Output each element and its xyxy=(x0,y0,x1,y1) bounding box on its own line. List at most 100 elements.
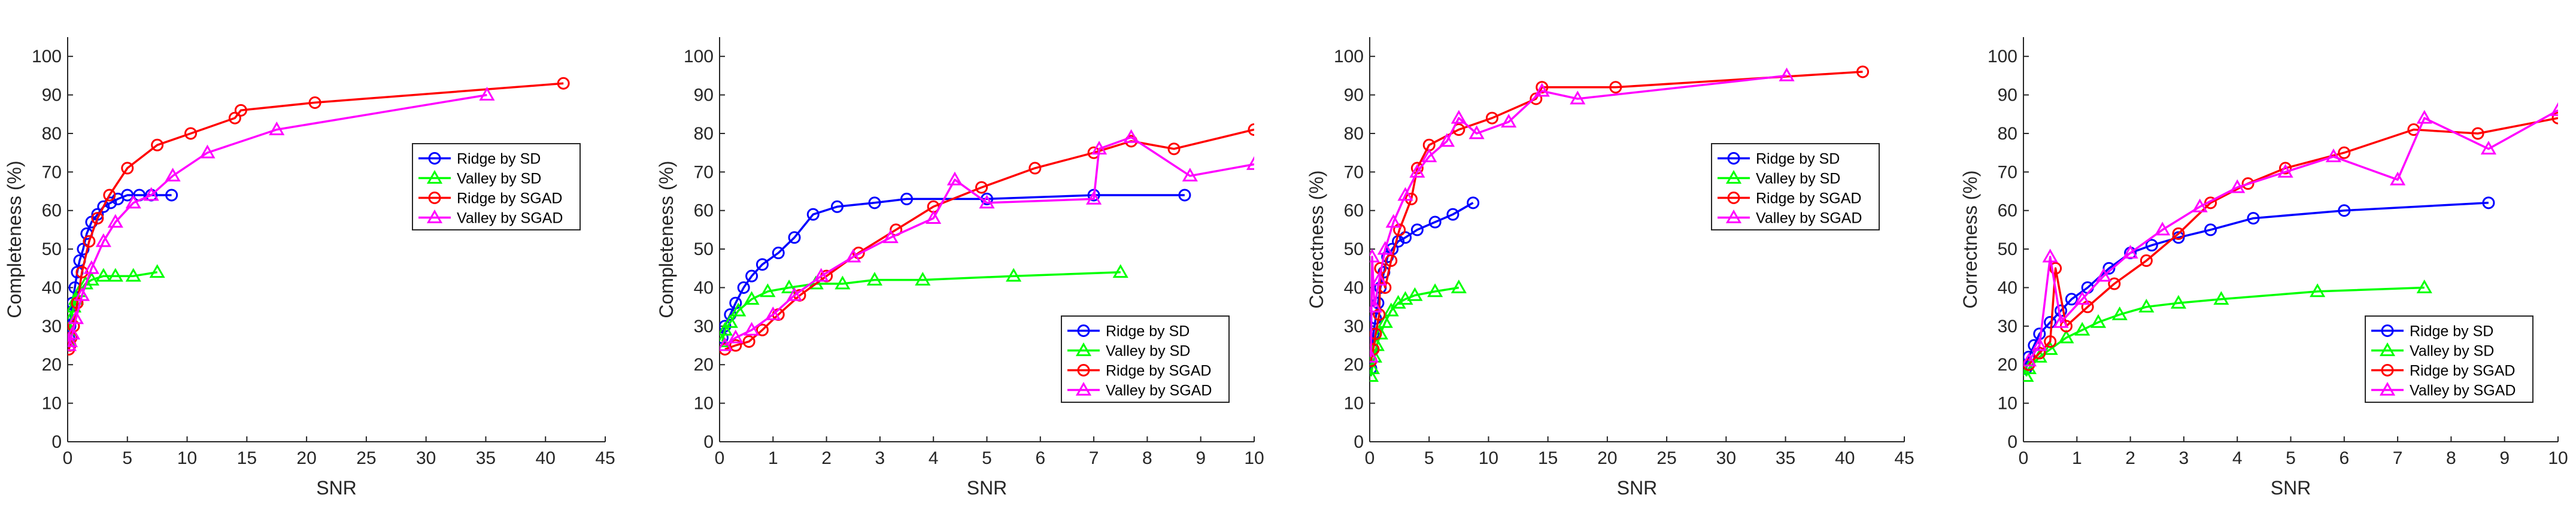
x-tick-label: 15 xyxy=(237,448,257,468)
y-tick-label: 30 xyxy=(694,317,714,336)
y-tick-label: 100 xyxy=(32,47,62,66)
data-point-ridge-by-sd xyxy=(2204,223,2217,236)
chart-panel-3: 0 5 10 15 20 25 30 35 40 45 0 10 20 30 40 50 60 70 80 90 100… xyxy=(1306,37,1914,499)
legend-entry-label: Valley by SD xyxy=(1756,171,1840,187)
data-point-ridge-by-sd xyxy=(1399,231,1412,244)
data-point-valley-by-sd xyxy=(1407,287,1423,301)
data-point-ridge-by-sd xyxy=(2247,212,2260,225)
data-point-valley-by-sgad xyxy=(1370,348,1379,363)
data-point-valley-by-sgad xyxy=(1091,141,1108,155)
data-point-ridge-by-sd xyxy=(1467,196,1480,210)
y-tick-label: 100 xyxy=(1988,47,2017,66)
data-point-ridge-by-sgad xyxy=(2338,146,2351,159)
series-line-valley-by-sgad xyxy=(1370,74,1787,357)
data-point-valley-by-sgad xyxy=(2074,291,2090,305)
data-point-valley-by-sgad xyxy=(199,144,216,159)
y-tick-label: 40 xyxy=(694,278,714,298)
data-point-valley-by-sgad xyxy=(882,229,899,244)
data-point-ridge-by-sgad xyxy=(228,111,241,125)
legend-entry-label: Ridge by SD xyxy=(1106,323,1190,340)
data-point-valley-by-sd xyxy=(866,272,883,286)
legend: Ridge by SD Valley by SD Ridge by SGAD Vall… xyxy=(412,143,581,230)
data-point-valley-by-sgad xyxy=(2053,314,2069,328)
x-tick-label: 5 xyxy=(1424,448,1434,468)
data-point-valley-by-sgad xyxy=(83,260,99,274)
data-point-ridge-by-sd xyxy=(755,258,769,271)
chart-panel-2: 0 1 2 3 4 5 6 7 8 9 100102030405060708090100SNRCom… xyxy=(656,37,1264,499)
plot-area xyxy=(720,123,1254,356)
y-tick-label: 70 xyxy=(1344,162,1364,182)
data-point-ridge-by-sgad xyxy=(755,323,769,336)
data-point-valley-by-sgad xyxy=(1370,248,1380,263)
x-tick-label: 10 xyxy=(1479,448,1498,468)
data-point-valley-by-sd xyxy=(1006,268,1022,282)
y-axis-title: Completeness (%) xyxy=(4,160,25,318)
x-tick-label: 5 xyxy=(982,448,992,468)
data-point-valley-by-sgad xyxy=(1439,133,1455,147)
x-tick-label: 10 xyxy=(2548,448,2568,468)
data-point-valley-by-sgad xyxy=(2390,171,2406,186)
data-point-valley-by-sgad xyxy=(2550,102,2558,116)
x-tick-label: 0 xyxy=(63,448,73,468)
data-point-valley-by-sgad xyxy=(765,306,781,320)
data-point-ridge-by-sd xyxy=(1370,312,1382,325)
data-point-valley-by-sgad xyxy=(1534,83,1550,97)
y-tick-label: 100 xyxy=(684,47,714,66)
series-line-ridge-by-sgad xyxy=(2028,117,2558,366)
x-tick-label: 8 xyxy=(1142,448,1152,468)
y-tick-label: 80 xyxy=(1998,124,2017,144)
data-point-valley-by-sgad xyxy=(479,87,495,101)
data-point-ridge-by-sgad xyxy=(103,189,116,202)
data-point-ridge-by-sgad xyxy=(1609,81,1622,94)
data-point-valley-by-sgad xyxy=(2095,268,2112,282)
data-point-ridge-by-sgad xyxy=(1248,123,1254,136)
data-point-ridge-by-sgad xyxy=(1485,111,1498,125)
legend: Ridge by SD Valley by SD Ridge by SGAD Vall… xyxy=(2365,315,2533,403)
data-point-valley-by-sgad xyxy=(1779,67,1795,81)
data-point-ridge-by-sd xyxy=(2482,196,2495,210)
y-tick-label: 30 xyxy=(1344,317,1364,336)
data-point-ridge-by-sgad xyxy=(2172,227,2185,240)
x-tick-label: 3 xyxy=(2179,448,2189,468)
data-point-valley-by-sd xyxy=(1377,314,1393,328)
data-point-valley-by-sgad xyxy=(2480,141,2496,155)
x-tick-label: 4 xyxy=(929,448,939,468)
x-tick-label: 45 xyxy=(595,448,615,468)
data-point-valley-by-sd xyxy=(730,302,747,317)
legend-triangle-marker xyxy=(1725,209,1742,223)
data-point-ridge-by-sd xyxy=(772,247,785,260)
legend: Ridge by SD Valley by SD Ridge by SGAD Vall… xyxy=(1061,315,1230,403)
y-tick-label: 90 xyxy=(1998,86,2017,105)
data-point-valley-by-sd xyxy=(722,314,738,328)
data-point-ridge-by-sd xyxy=(1428,215,1442,229)
y-tick-label: 100 xyxy=(1334,47,1364,66)
y-tick-label: 0 xyxy=(51,432,62,452)
data-point-valley-by-sgad xyxy=(165,168,181,182)
y-tick-label: 80 xyxy=(1344,124,1364,144)
data-point-valley-by-sd xyxy=(744,291,760,305)
x-axis-title: SNR xyxy=(1617,477,1658,499)
series-line-ridge-by-sd xyxy=(721,194,1185,338)
data-point-valley-by-sgad xyxy=(2042,248,2058,263)
legend-triangle-marker xyxy=(2379,381,2396,396)
chart-panel-1: 0 5 10 15 20 25 30 35 40 45 0 10 20 30 40 50 60 70 80 90 100… xyxy=(4,37,615,499)
data-point-valley-by-sgad xyxy=(1451,110,1467,124)
plot-area xyxy=(1370,65,1870,382)
data-point-valley-by-sgad xyxy=(1397,187,1413,201)
data-point-valley-by-sd xyxy=(77,275,94,290)
y-tick-label: 20 xyxy=(1998,355,2017,375)
data-point-valley-by-sd xyxy=(125,268,141,282)
data-point-ridge-by-sgad xyxy=(2471,127,2484,140)
y-tick-label: 60 xyxy=(1998,201,2017,221)
data-point-ridge-by-sd xyxy=(1178,189,1191,202)
legend-entry-label: Ridge by SGAD xyxy=(2410,363,2515,380)
y-tick-label: 60 xyxy=(694,201,714,221)
data-point-valley-by-sgad xyxy=(979,195,995,209)
data-point-ridge-by-sd xyxy=(788,231,801,244)
y-axis-title: Correctness (%) xyxy=(1959,170,1981,308)
data-point-valley-by-sgad xyxy=(95,233,111,247)
legend-entry-label: Ridge by SGAD xyxy=(1756,190,1861,207)
y-tick-label: 40 xyxy=(1344,278,1364,298)
legend-entry-label: Valley by SGAD xyxy=(2410,382,2516,399)
x-tick-label: 2 xyxy=(2125,448,2135,468)
